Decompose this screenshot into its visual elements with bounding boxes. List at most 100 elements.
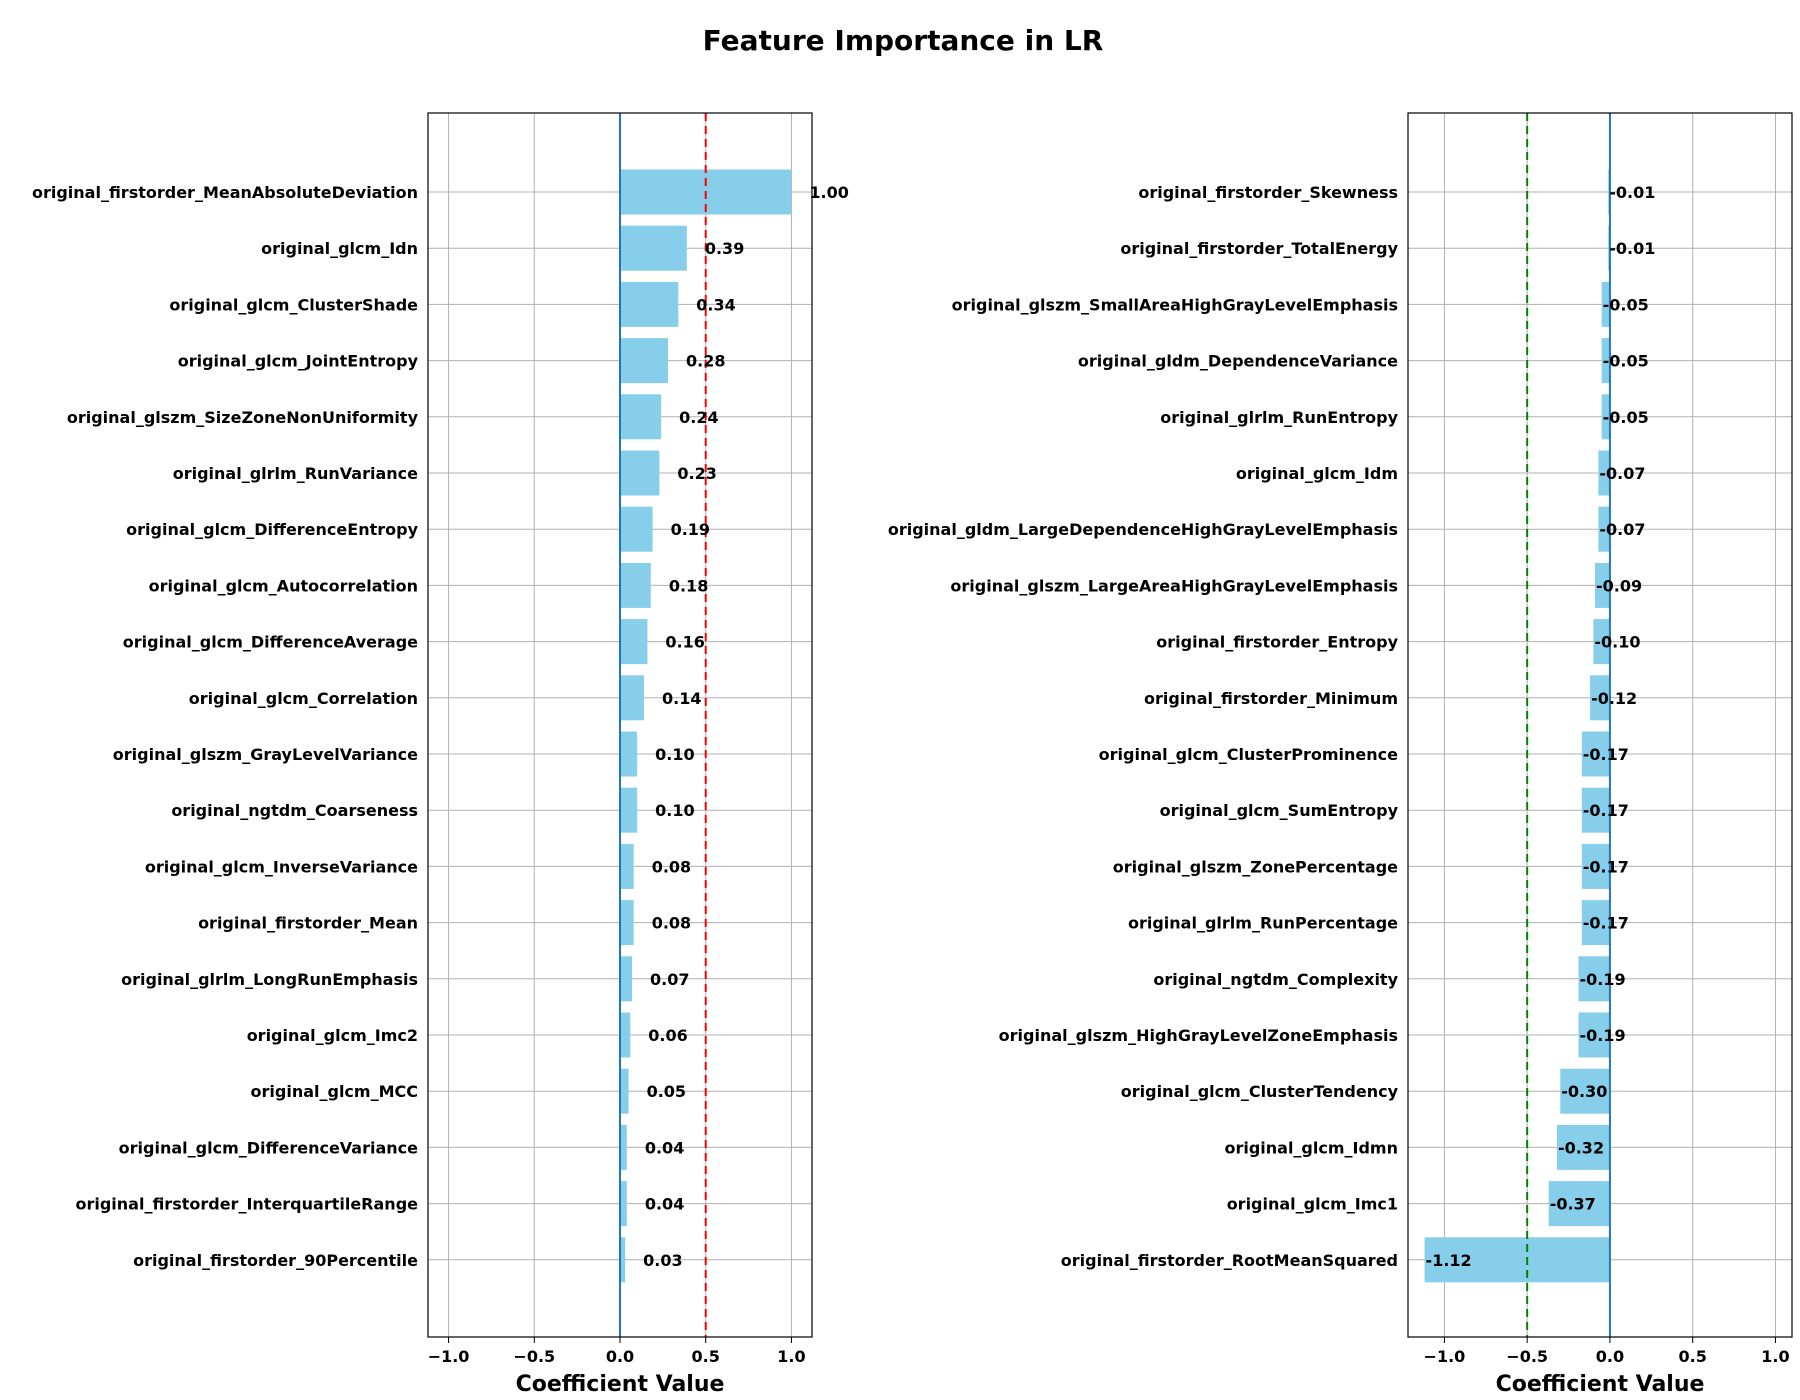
category-label: original_glcm_JointEntropy bbox=[178, 352, 419, 371]
x-tick-label: 1.0 bbox=[777, 1347, 805, 1366]
category-label: original_ngtdm_Coarseness bbox=[171, 801, 418, 820]
bar bbox=[1590, 675, 1610, 721]
value-label: -0.19 bbox=[1579, 1026, 1625, 1045]
value-label: -0.05 bbox=[1603, 408, 1649, 427]
bar bbox=[620, 1012, 631, 1058]
value-label: 0.03 bbox=[643, 1251, 682, 1270]
x-tick-label: −0.5 bbox=[1506, 1347, 1548, 1366]
value-label: 0.07 bbox=[650, 970, 689, 989]
bar bbox=[620, 1181, 627, 1227]
bar bbox=[620, 675, 644, 721]
category-label: original_glrlm_RunVariance bbox=[173, 464, 418, 483]
category-label: original_firstorder_Minimum bbox=[1144, 689, 1398, 708]
x-tick-label: −1.0 bbox=[1424, 1347, 1466, 1366]
category-label: original_glcm_InverseVariance bbox=[145, 857, 418, 876]
bar bbox=[1598, 450, 1610, 496]
x-tick-label: −0.5 bbox=[513, 1347, 555, 1366]
bar bbox=[1595, 562, 1610, 608]
bar bbox=[1601, 338, 1610, 384]
value-label: -0.01 bbox=[1609, 183, 1655, 202]
x-tick-label: 0.5 bbox=[692, 1347, 720, 1366]
value-label: -0.01 bbox=[1609, 239, 1655, 258]
bar bbox=[620, 225, 687, 271]
bar bbox=[620, 900, 634, 946]
value-label: 0.24 bbox=[679, 408, 718, 427]
category-label: original_glszm_ZonePercentage bbox=[1113, 857, 1398, 876]
bar bbox=[620, 731, 638, 777]
category-label: original_glrlm_RunPercentage bbox=[1128, 914, 1398, 933]
category-label: original_gldm_LargeDependenceHighGrayLev… bbox=[888, 520, 1398, 539]
bar bbox=[1560, 1068, 1610, 1114]
value-label: 0.10 bbox=[655, 745, 694, 764]
value-label: -0.17 bbox=[1583, 745, 1629, 764]
bar bbox=[620, 1068, 629, 1114]
category-label: original_glrlm_RunEntropy bbox=[1160, 408, 1398, 427]
value-label: -1.12 bbox=[1426, 1251, 1472, 1270]
category-label: original_glcm_ClusterProminence bbox=[1099, 745, 1398, 764]
bar bbox=[1601, 281, 1610, 327]
value-label: -0.05 bbox=[1603, 295, 1649, 314]
category-label: original_glcm_Imc1 bbox=[1227, 1195, 1398, 1214]
bar bbox=[1598, 506, 1610, 552]
value-label: 0.06 bbox=[648, 1026, 687, 1045]
category-label: original_glcm_DifferenceAverage bbox=[123, 633, 418, 652]
bar bbox=[620, 506, 653, 552]
figure-title: Feature Importance in LR bbox=[703, 24, 1104, 57]
category-label: original_firstorder_InterquartileRange bbox=[75, 1195, 418, 1214]
x-axis-label: Coefficient Value bbox=[516, 1372, 725, 1397]
bar bbox=[620, 1124, 627, 1170]
category-label: original_firstorder_MeanAbsoluteDeviatio… bbox=[32, 183, 418, 202]
x-tick-label: 0.0 bbox=[1596, 1347, 1624, 1366]
value-label: -0.17 bbox=[1583, 914, 1629, 933]
category-label: original_glcm_Autocorrelation bbox=[149, 576, 418, 595]
right-chart-panel: original_firstorder_Skewness original_fir… bbox=[888, 112, 1793, 1397]
category-label: original_glrlm_LongRunEmphasis bbox=[121, 970, 418, 989]
value-label: 0.14 bbox=[662, 689, 701, 708]
category-label: original_ngtdm_Complexity bbox=[1153, 970, 1398, 989]
category-label: original_glcm_ClusterTendency bbox=[1121, 1082, 1399, 1101]
value-label: -0.07 bbox=[1599, 464, 1645, 483]
value-label: 0.08 bbox=[652, 914, 691, 933]
value-label: 0.10 bbox=[655, 801, 694, 820]
bar bbox=[620, 619, 648, 665]
bar bbox=[1548, 1181, 1610, 1227]
x-tick-label: 1.0 bbox=[1761, 1347, 1789, 1366]
value-label: 1.00 bbox=[809, 183, 848, 202]
category-label: original_gldm_DependenceVariance bbox=[1078, 352, 1398, 371]
value-label: -0.32 bbox=[1558, 1138, 1604, 1157]
bar bbox=[620, 450, 660, 496]
bar bbox=[1424, 1237, 1610, 1283]
value-label: -0.17 bbox=[1583, 801, 1629, 820]
bar bbox=[1578, 1012, 1610, 1058]
value-label: 0.34 bbox=[696, 295, 735, 314]
bar bbox=[620, 394, 662, 440]
value-label: 0.04 bbox=[645, 1138, 684, 1157]
category-label: original_glcm_MCC bbox=[251, 1082, 418, 1101]
category-label: original_glcm_DifferenceVariance bbox=[119, 1138, 418, 1157]
category-label: original_glcm_DifferenceEntropy bbox=[126, 520, 418, 539]
bar bbox=[1593, 619, 1610, 665]
value-label: -0.05 bbox=[1603, 352, 1649, 371]
value-label: 0.04 bbox=[645, 1195, 684, 1214]
x-tick-label: −1.0 bbox=[428, 1347, 470, 1366]
x-tick-label: 0.5 bbox=[1679, 1347, 1707, 1366]
x-tick-label: 0.0 bbox=[606, 1347, 634, 1366]
value-label: 0.19 bbox=[671, 520, 710, 539]
value-label: -0.30 bbox=[1561, 1082, 1607, 1101]
bar bbox=[620, 843, 634, 889]
category-label: original_glszm_GrayLevelVariance bbox=[113, 745, 418, 764]
x-axis-label: Coefficient Value bbox=[1496, 1372, 1705, 1397]
bar bbox=[1581, 843, 1610, 889]
bar bbox=[620, 562, 651, 608]
category-label: original_firstorder_Entropy bbox=[1156, 633, 1398, 652]
category-label: original_glcm_Idn bbox=[261, 239, 418, 258]
category-label: original_firstorder_TotalEnergy bbox=[1120, 239, 1398, 258]
category-label: original_firstorder_Skewness bbox=[1138, 183, 1398, 202]
value-label: -0.19 bbox=[1579, 970, 1625, 989]
bar bbox=[620, 1237, 626, 1283]
value-label: 0.28 bbox=[686, 352, 725, 371]
category-label: original_glszm_HighGrayLevelZoneEmphasis bbox=[999, 1026, 1398, 1045]
category-label: original_firstorder_RootMeanSquared bbox=[1061, 1251, 1398, 1270]
value-label: -0.12 bbox=[1591, 689, 1637, 708]
